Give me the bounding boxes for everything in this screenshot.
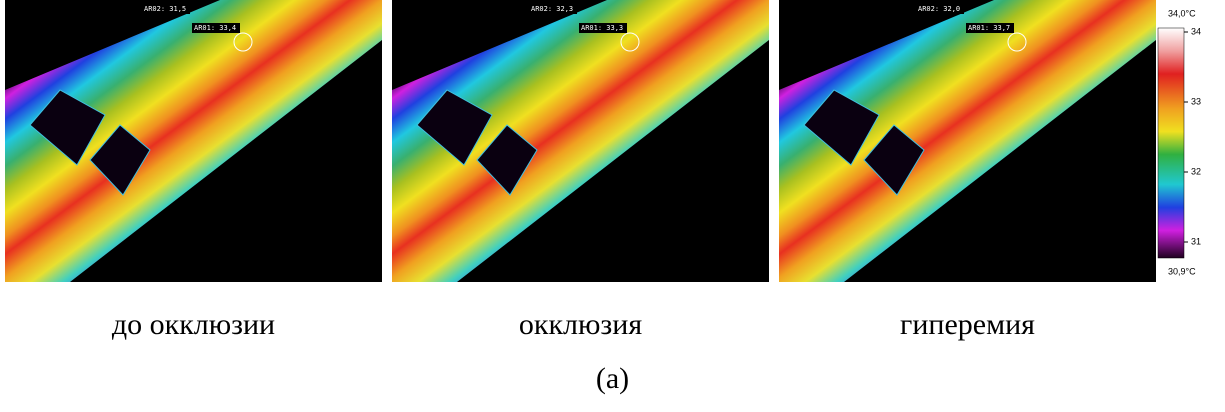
tick-label: 34: [1191, 26, 1201, 36]
roi-label: AR01: 33,4: [194, 24, 236, 32]
caption: окклюзия: [392, 308, 769, 342]
roi-label: AR02: 31,5: [144, 5, 186, 13]
caption: гиперемия: [779, 308, 1156, 342]
color-scale: 34,0°C 34 33 32 31 30,9°C: [1150, 0, 1225, 290]
tick-label: 32: [1191, 166, 1201, 176]
tick-label: 33: [1191, 96, 1201, 106]
roi-label: AR01: 33,3: [581, 24, 623, 32]
thermogram: AR02: 32,0 AR01: 33,7: [779, 0, 1156, 282]
scale-max: 34,0°C: [1168, 8, 1196, 18]
page: AR02: 31,5 AR01: 33,4 до окклюзии AR02: …: [0, 0, 1225, 412]
thermal-image: AR02: 32,3 AR01: 33,3: [392, 0, 769, 282]
thermogram: AR02: 31,5 AR01: 33,4: [5, 0, 382, 282]
scale-ticks: 34 33 32 31: [1184, 26, 1201, 246]
roi-label: AR01: 33,7: [968, 24, 1010, 32]
scale-min: 30,9°C: [1168, 266, 1196, 276]
figure-label: (a): [0, 362, 1225, 396]
thermal-image: AR02: 31,5 AR01: 33,4: [5, 0, 382, 282]
roi-label: AR02: 32,0: [918, 5, 960, 13]
tick-label: 31: [1191, 236, 1201, 246]
thermal-image: AR02: 32,0 AR01: 33,7: [779, 0, 1156, 282]
scale-bar: [1158, 28, 1184, 258]
caption: до окклюзии: [5, 308, 382, 342]
roi-label: AR02: 32,3: [531, 5, 573, 13]
thermogram: AR02: 32,3 AR01: 33,3: [392, 0, 769, 282]
